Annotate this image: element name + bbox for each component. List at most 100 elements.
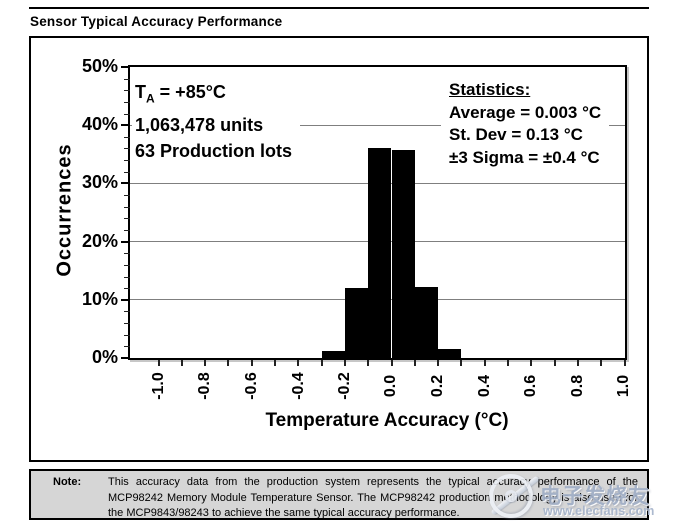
x-axis-tick xyxy=(483,360,486,366)
x-axis-tick xyxy=(204,360,207,366)
histogram-bar xyxy=(368,147,392,358)
y-tick-label: 10% xyxy=(81,288,118,309)
statistics-average: Average = 0.003 °C xyxy=(449,102,602,122)
note-line: This accuracy data from the production s… xyxy=(108,476,638,488)
y-gridline xyxy=(130,124,625,126)
plot-area: TA = +85°C 1,063,478 units 63 Production… xyxy=(128,65,627,360)
y-axis-minor-tick xyxy=(124,206,130,208)
y-axis-minor-tick xyxy=(124,276,130,278)
x-tick-label: -0.4 xyxy=(280,367,316,405)
y-tick-label: 30% xyxy=(81,172,118,193)
x-tick-label: -0.6 xyxy=(234,367,270,405)
y-axis-minor-tick xyxy=(124,218,130,220)
condition-lots: 63 Production lots xyxy=(135,140,293,161)
y-axis-major-tick xyxy=(121,66,130,68)
note-line: MCP98242 Memory Module Temperature Senso… xyxy=(108,491,638,504)
y-tick-label: 0% xyxy=(91,347,118,367)
y-axis-minor-tick xyxy=(124,78,130,80)
y-tick-label: 40% xyxy=(81,114,118,135)
x-tick-label: 0.2 xyxy=(420,367,456,405)
y-tick-label: 20% xyxy=(81,230,118,251)
x-tick-label-text: 0.0 xyxy=(382,374,400,398)
test-conditions-annotation: TA = +85°C 1,063,478 units 63 Production… xyxy=(132,77,301,166)
page-top-rule xyxy=(29,7,649,9)
x-axis-tick xyxy=(390,360,393,366)
histogram-bar xyxy=(321,351,345,358)
x-axis-tick xyxy=(553,360,556,366)
x-tick-label: -1.0 xyxy=(141,367,177,405)
x-axis-tick xyxy=(413,360,416,366)
histogram-bar xyxy=(414,287,439,358)
x-tick-label: -0.2 xyxy=(327,367,363,405)
note-text: This accuracy data from the production s… xyxy=(108,475,638,522)
y-axis-title: Occurrences xyxy=(53,143,76,277)
y-axis-major-tick xyxy=(121,124,130,127)
y-axis-minor-tick xyxy=(124,148,130,150)
x-axis-tick xyxy=(367,360,370,366)
y-axis-minor-tick xyxy=(124,323,130,325)
x-tick-label-text: 0.6 xyxy=(522,374,540,398)
y-axis-minor-tick xyxy=(124,311,130,313)
statistics-heading: Statistics: xyxy=(449,80,531,99)
x-tick-label-text: -0.8 xyxy=(196,372,214,400)
x-axis-tick xyxy=(600,360,603,366)
x-axis-tick xyxy=(507,360,509,366)
x-axis-tick xyxy=(320,360,323,366)
x-axis-title: Temperature Accuracy (°C) xyxy=(265,410,509,431)
histogram-bar xyxy=(391,150,415,358)
x-tick-label: 0.4 xyxy=(467,367,503,405)
x-axis-tick xyxy=(530,360,533,366)
y-axis-minor-tick xyxy=(124,195,130,197)
statistics-annotation: Statistics: Average = 0.003 °C St. Dev =… xyxy=(441,78,610,171)
note-box: Note: This accuracy data from the produc… xyxy=(29,469,649,520)
x-tick-label-text: -0.4 xyxy=(289,372,307,400)
y-axis-minor-tick xyxy=(124,136,130,138)
condition-temperature: TA = +85°C xyxy=(135,82,226,106)
statistics-stdev: St. Dev = 0.13 °C xyxy=(449,125,583,144)
y-axis-minor-tick xyxy=(124,334,130,336)
x-tick-label-text: 1.0 xyxy=(615,374,633,398)
x-tick-label-text: 0.4 xyxy=(475,374,493,398)
y-axis-major-tick xyxy=(121,298,130,301)
y-tick-label: 50% xyxy=(81,56,118,76)
y-axis-minor-tick xyxy=(124,101,130,103)
y-axis-minor-tick xyxy=(124,113,130,115)
figure-title: Sensor Typical Accuracy Performance xyxy=(30,14,283,29)
note-line: the MCP9843/98243 to achieve the same ty… xyxy=(108,507,460,520)
x-axis-tick xyxy=(437,360,440,366)
condition-units: 1,063,478 units xyxy=(135,114,264,135)
y-axis-minor-tick xyxy=(124,288,130,290)
y-axis-major-tick xyxy=(121,240,130,243)
x-tick-label: 0.8 xyxy=(560,367,596,405)
x-axis-tick xyxy=(297,360,300,366)
x-axis-tick xyxy=(343,360,346,366)
x-tick-label-text: -0.6 xyxy=(242,372,260,400)
histogram-bar xyxy=(344,288,369,358)
x-tick-label-text: 0.2 xyxy=(429,374,447,398)
x-axis-tick xyxy=(274,360,276,366)
y-axis-major-tick xyxy=(121,182,130,185)
x-axis-tick xyxy=(576,360,579,366)
note-label: Note: xyxy=(53,476,82,488)
x-axis-tick xyxy=(157,360,160,366)
histogram-bar xyxy=(438,349,462,358)
figure-chart: TA = +85°C 1,063,478 units 63 Production… xyxy=(29,36,649,462)
x-tick-label: 1.0 xyxy=(607,367,643,405)
x-tick-label-text: -1.0 xyxy=(149,372,167,400)
y-axis-minor-tick xyxy=(124,229,130,231)
y-axis-minor-tick xyxy=(124,90,130,92)
y-axis-minor-tick xyxy=(124,264,130,266)
x-tick-label: -0.8 xyxy=(187,367,223,405)
x-axis-tick xyxy=(250,360,253,366)
x-tick-label: 0.6 xyxy=(513,367,549,405)
y-axis-minor-tick xyxy=(124,253,130,255)
x-axis-tick xyxy=(623,360,626,366)
y-axis-major-tick xyxy=(121,357,130,359)
y-axis-minor-tick xyxy=(124,160,130,162)
x-tick-label: 0.0 xyxy=(374,367,410,405)
x-tick-label-text: -0.2 xyxy=(335,372,353,400)
statistics-sigma: ±3 Sigma = ±0.4 °C xyxy=(449,147,600,167)
x-axis-tick xyxy=(227,360,230,366)
x-tick-label-text: 0.8 xyxy=(568,374,586,398)
y-axis-minor-tick xyxy=(124,171,130,173)
